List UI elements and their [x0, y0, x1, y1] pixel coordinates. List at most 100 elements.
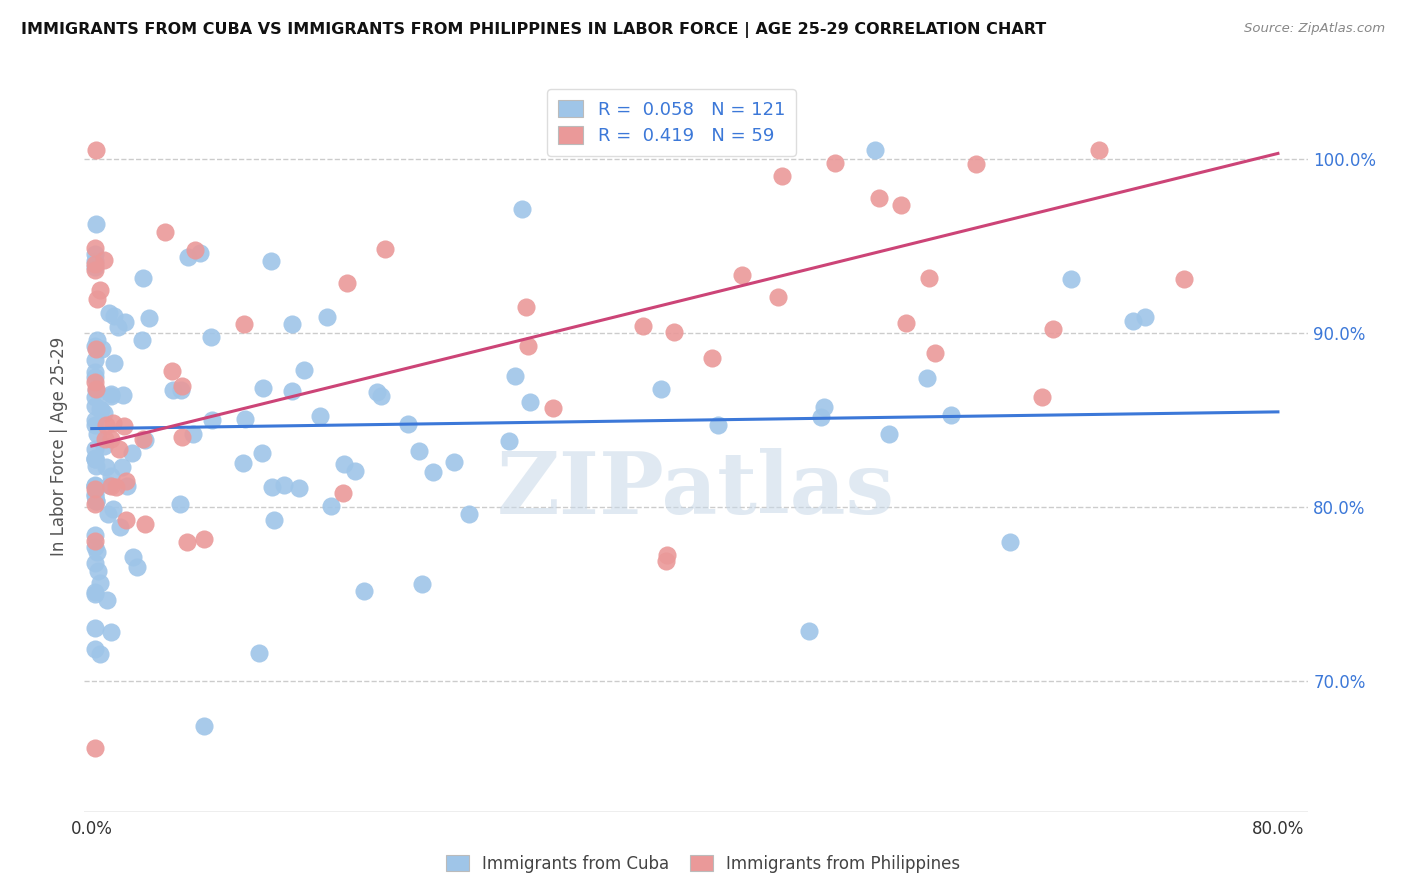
- Point: [877, 427, 900, 442]
- Point: [84, 493, 107, 508]
- Point: [138, 311, 160, 326]
- Point: [83, 399, 105, 413]
- Point: [89, 647, 111, 661]
- Point: [998, 534, 1021, 549]
- Point: [89, 283, 111, 297]
- Point: [541, 401, 564, 415]
- Point: [201, 413, 224, 427]
- Point: [707, 418, 730, 433]
- Point: [1060, 272, 1083, 286]
- Point: [200, 330, 222, 344]
- Point: [83, 482, 105, 496]
- Point: [83, 451, 105, 466]
- Point: [422, 465, 444, 479]
- Point: [184, 244, 207, 258]
- Point: [83, 497, 105, 511]
- Point: [89, 402, 111, 417]
- Text: IMMIGRANTS FROM CUBA VS IMMIGRANTS FROM PHILIPPINES IN LABOR FORCE | AGE 25-29 C: IMMIGRANTS FROM CUBA VS IMMIGRANTS FROM …: [21, 22, 1046, 38]
- Point: [863, 143, 886, 157]
- Point: [515, 300, 537, 314]
- Point: [111, 460, 134, 475]
- Point: [172, 430, 194, 444]
- Point: [93, 439, 115, 453]
- Point: [114, 315, 136, 329]
- Point: [94, 418, 117, 433]
- Point: [84, 413, 107, 427]
- Point: [83, 740, 105, 755]
- Point: [918, 270, 941, 285]
- Point: [941, 408, 963, 422]
- Point: [288, 481, 311, 495]
- Point: [292, 362, 315, 376]
- Point: [170, 383, 193, 397]
- Point: [103, 309, 125, 323]
- Point: [103, 356, 125, 370]
- Point: [824, 156, 846, 170]
- Point: [353, 584, 375, 599]
- Point: [104, 481, 127, 495]
- Point: [97, 306, 120, 320]
- Point: [134, 433, 156, 447]
- Point: [121, 446, 143, 460]
- Point: [262, 480, 284, 494]
- Point: [127, 560, 149, 574]
- Point: [101, 417, 124, 431]
- Point: [366, 385, 388, 400]
- Point: [83, 528, 105, 542]
- Point: [100, 624, 122, 639]
- Point: [108, 442, 131, 456]
- Point: [810, 410, 832, 425]
- Point: [316, 310, 339, 325]
- Point: [247, 646, 270, 660]
- Point: [176, 535, 198, 549]
- Point: [162, 364, 184, 378]
- Point: [162, 383, 184, 397]
- Point: [273, 477, 295, 491]
- Point: [181, 427, 204, 442]
- Point: [233, 317, 256, 331]
- Point: [131, 432, 153, 446]
- Point: [86, 333, 108, 347]
- Point: [894, 317, 917, 331]
- Point: [1042, 322, 1064, 336]
- Point: [731, 268, 754, 282]
- Point: [1088, 143, 1111, 157]
- Point: [83, 452, 105, 467]
- Point: [91, 343, 114, 357]
- Point: [84, 384, 107, 398]
- Point: [86, 564, 108, 578]
- Point: [93, 406, 115, 420]
- Point: [115, 513, 138, 527]
- Point: [84, 382, 107, 396]
- Point: [131, 333, 153, 347]
- Point: [890, 198, 912, 212]
- Point: [83, 478, 105, 492]
- Point: [263, 513, 285, 527]
- Point: [93, 432, 115, 446]
- Legend: Immigrants from Cuba, Immigrants from Philippines: Immigrants from Cuba, Immigrants from Ph…: [439, 848, 967, 880]
- Point: [498, 434, 520, 448]
- Point: [86, 292, 108, 306]
- Point: [90, 403, 112, 417]
- Point: [965, 157, 987, 171]
- Point: [83, 352, 105, 367]
- Point: [86, 217, 108, 231]
- Point: [108, 520, 131, 534]
- Point: [83, 339, 105, 353]
- Point: [343, 464, 366, 478]
- Point: [86, 427, 108, 442]
- Point: [411, 577, 433, 591]
- Point: [374, 242, 396, 256]
- Point: [193, 532, 215, 546]
- Point: [510, 202, 533, 216]
- Point: [1122, 314, 1144, 328]
- Point: [83, 369, 105, 384]
- Point: [333, 457, 356, 471]
- Point: [86, 545, 108, 559]
- Point: [100, 479, 122, 493]
- Point: [176, 250, 198, 264]
- Point: [83, 478, 105, 492]
- Point: [107, 320, 129, 334]
- Legend: R =  0.058   N = 121, R =  0.419   N = 59: R = 0.058 N = 121, R = 0.419 N = 59: [547, 89, 796, 156]
- Point: [662, 325, 685, 339]
